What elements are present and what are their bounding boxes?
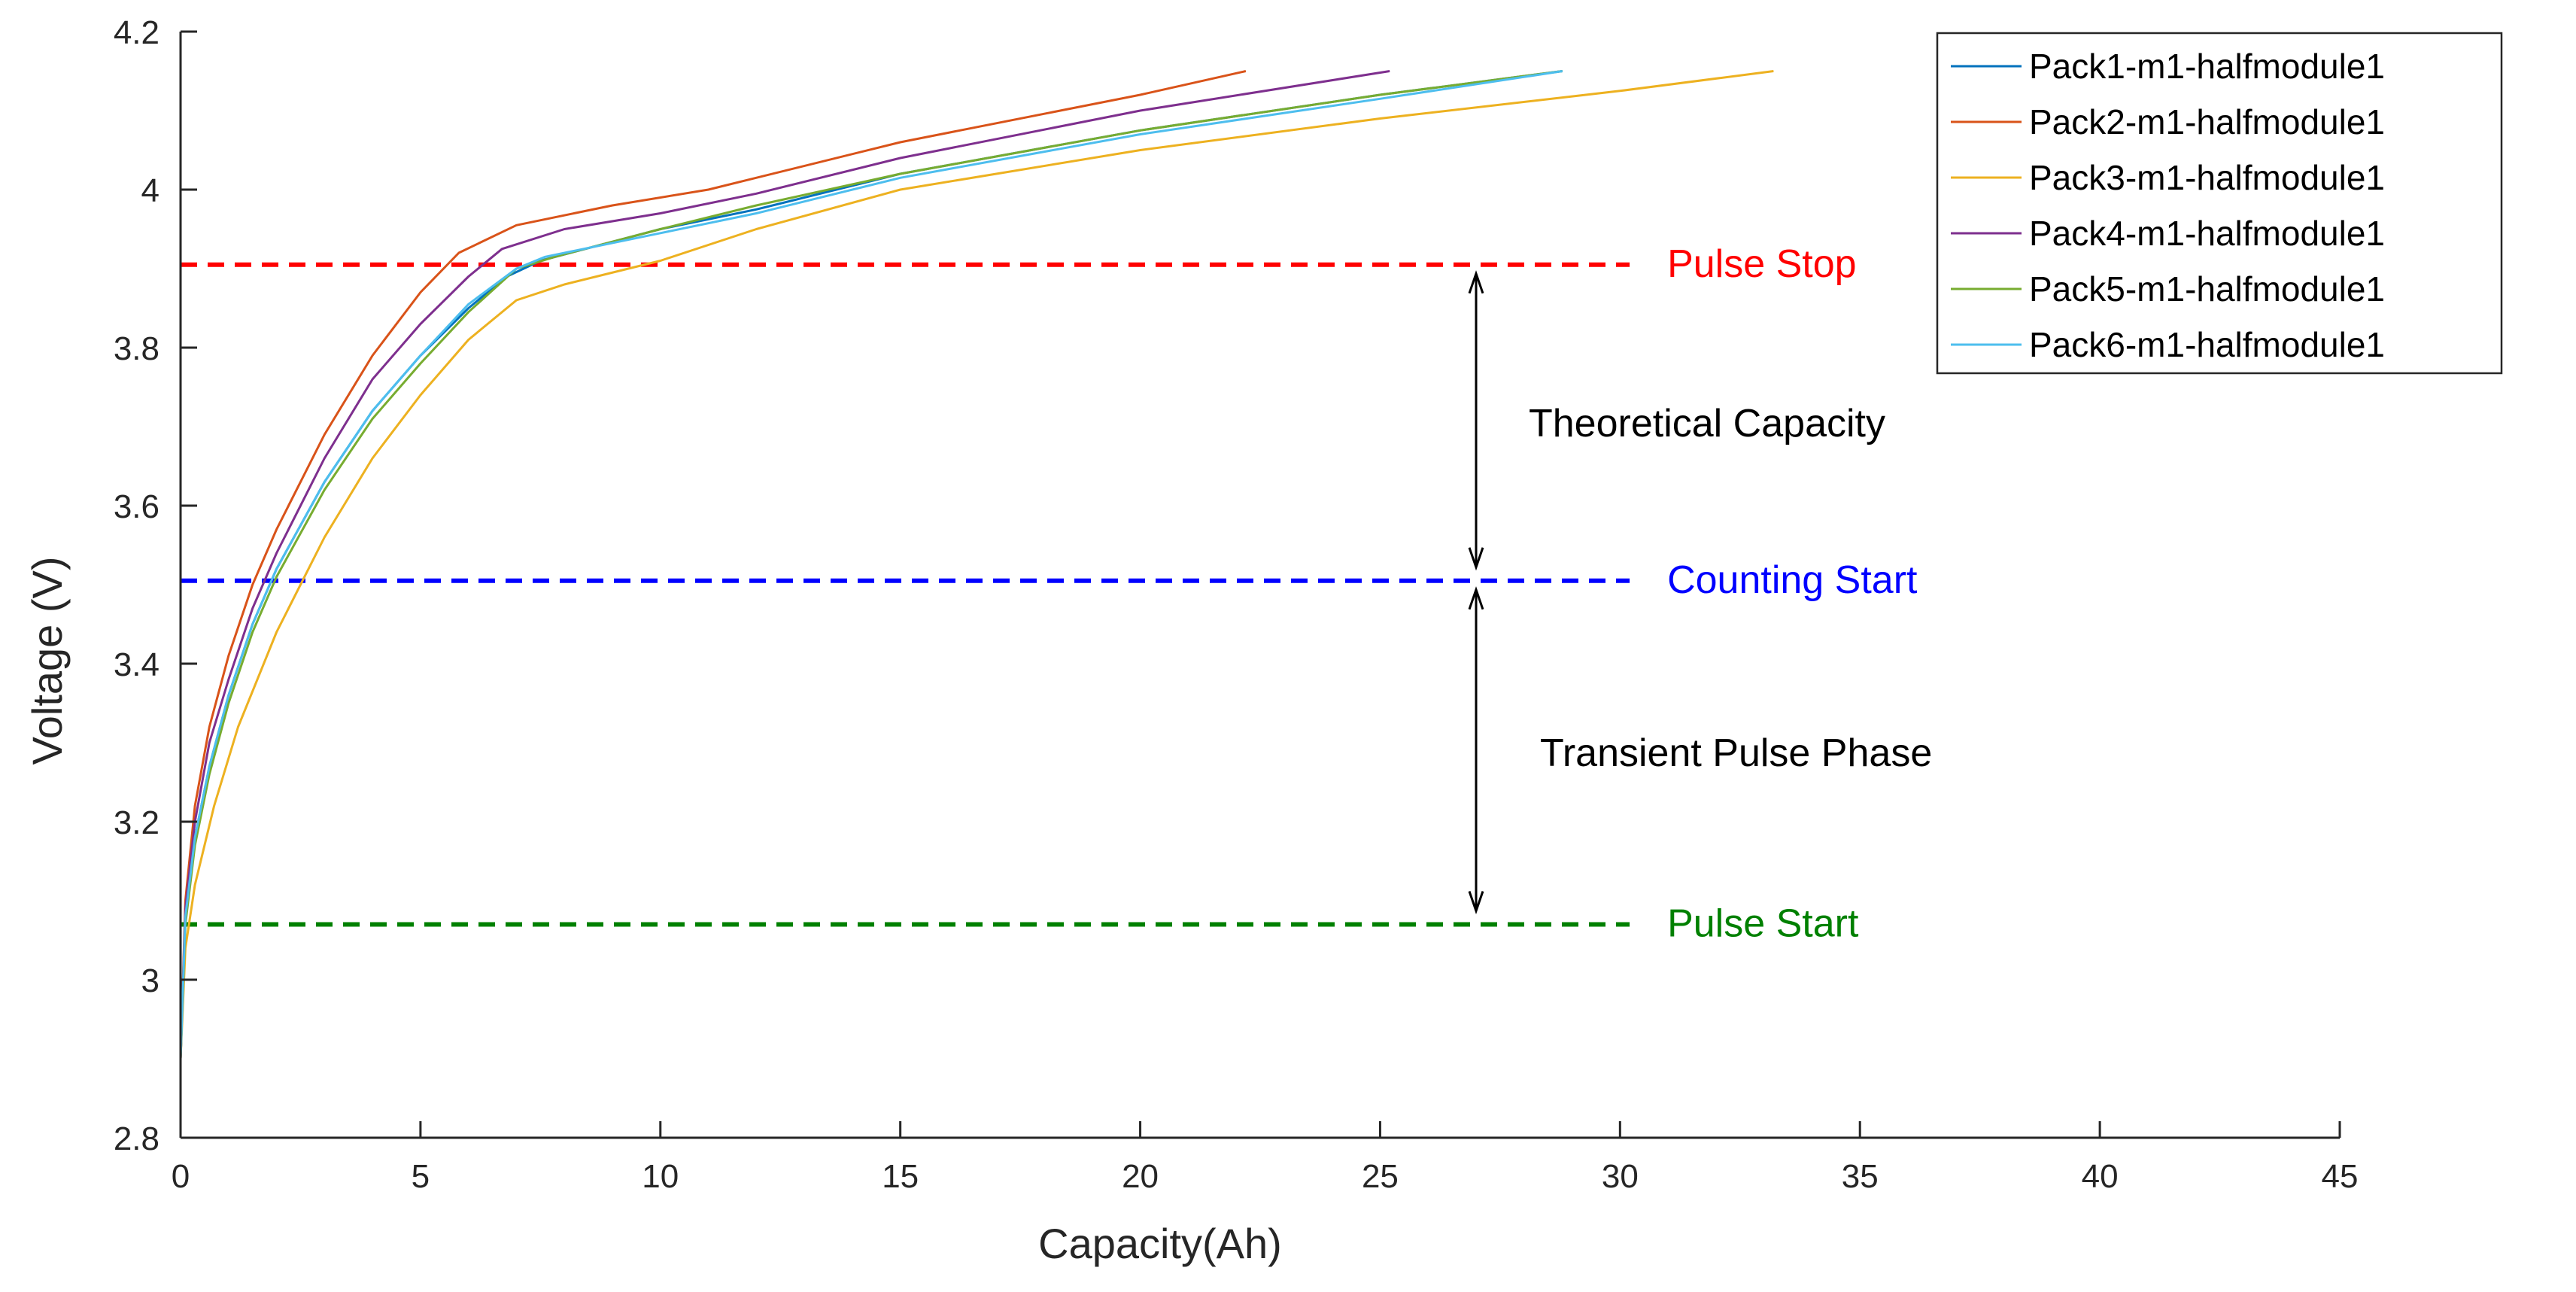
x-ticks: 0 5 10 15 20 25 30 35 40 45 (172, 1121, 2359, 1195)
x-tick-label: 5 (412, 1158, 430, 1195)
axes (179, 32, 2340, 1139)
series-line-pack1 (179, 70, 1563, 1059)
theoretical-capacity-arrow (1468, 270, 1484, 571)
series-line-pack3 (179, 70, 1774, 1059)
y-tick-label: 3.8 (114, 330, 159, 367)
y-tick-label: 2.8 (114, 1120, 159, 1157)
y-axis-label: Voltage (V) (23, 556, 71, 765)
y-tick-label: 3 (141, 962, 159, 999)
y-tick-label: 3.2 (114, 804, 159, 841)
legend-entry-pack1: Pack1-m1-halfmodule1 (2029, 47, 2385, 86)
series-line-pack2 (179, 70, 1247, 1059)
legend-entry-pack5: Pack5-m1-halfmodule1 (2029, 269, 2385, 309)
reference-lines: Pulse Stop Counting Start Pulse Start (181, 242, 1918, 946)
y-ticks: 2.8 3 3.2 3.4 3.6 3.8 4 4.2 (114, 14, 197, 1157)
x-tick-label: 0 (172, 1158, 190, 1195)
y-tick-label: 4.2 (114, 14, 159, 51)
x-tick-label: 15 (882, 1158, 919, 1195)
x-tick-label: 35 (1842, 1158, 1879, 1195)
reference-label-counting-start: Counting Start (1667, 558, 1918, 602)
y-tick-label: 3.6 (114, 488, 159, 525)
reference-label-pulse-start: Pulse Start (1667, 902, 1859, 946)
y-tick-label: 4 (141, 172, 159, 209)
x-tick-label: 40 (2082, 1158, 2119, 1195)
series-line-pack6 (179, 70, 1563, 1059)
x-tick-label: 30 (1602, 1158, 1639, 1195)
series-line-pack4 (179, 70, 1390, 1059)
annotation-theoretical-capacity: Theoretical Capacity (1529, 402, 1885, 445)
legend-entry-pack4: Pack4-m1-halfmodule1 (2029, 214, 2385, 253)
reference-label-pulse-stop: Pulse Stop (1667, 242, 1857, 286)
annotation-transient-pulse-phase: Transient Pulse Phase (1540, 731, 1932, 775)
series-lines (179, 70, 1774, 1059)
annotations: Theoretical Capacity Transient Pulse Phas… (1468, 270, 1932, 915)
x-tick-label: 25 (1362, 1158, 1399, 1195)
legend-entry-pack2: Pack2-m1-halfmodule1 (2029, 102, 2385, 141)
series-line-pack5 (179, 70, 1563, 1059)
x-tick-label: 10 (642, 1158, 679, 1195)
legend-entry-pack3: Pack3-m1-halfmodule1 (2029, 158, 2385, 197)
legend: Pack1-m1-halfmodule1 Pack2-m1-halfmodule1… (1936, 32, 2503, 375)
y-tick-label: 3.4 (114, 646, 159, 683)
x-tick-label: 45 (2322, 1158, 2359, 1195)
legend-entry-pack6: Pack6-m1-halfmodule1 (2029, 325, 2385, 364)
legend-box (1936, 32, 2503, 375)
x-axis-label: Capacity(Ah) (1038, 1220, 1282, 1267)
transient-pulse-arrow (1468, 586, 1484, 915)
x-tick-label: 20 (1122, 1158, 1159, 1195)
